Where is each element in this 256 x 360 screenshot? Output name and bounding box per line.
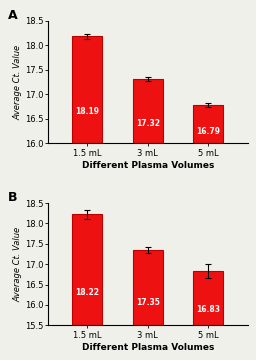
Y-axis label: Average Ct. Value: Average Ct. Value (14, 45, 23, 120)
Bar (193, 271, 223, 325)
Text: B: B (8, 191, 18, 204)
X-axis label: Different Plasma Volumes: Different Plasma Volumes (82, 343, 214, 352)
Y-axis label: Average Ct. Value: Average Ct. Value (14, 226, 23, 302)
Text: 18.19: 18.19 (75, 107, 99, 116)
Text: 18.22: 18.22 (75, 288, 99, 297)
Bar (72, 215, 102, 325)
Bar (72, 36, 102, 143)
Text: 16.79: 16.79 (196, 127, 220, 136)
Bar (133, 79, 163, 143)
X-axis label: Different Plasma Volumes: Different Plasma Volumes (82, 161, 214, 170)
Bar (193, 105, 223, 143)
Text: 17.32: 17.32 (136, 120, 160, 129)
Text: A: A (8, 9, 18, 22)
Text: 16.83: 16.83 (196, 305, 220, 314)
Bar (133, 250, 163, 325)
Text: 17.35: 17.35 (136, 298, 160, 307)
